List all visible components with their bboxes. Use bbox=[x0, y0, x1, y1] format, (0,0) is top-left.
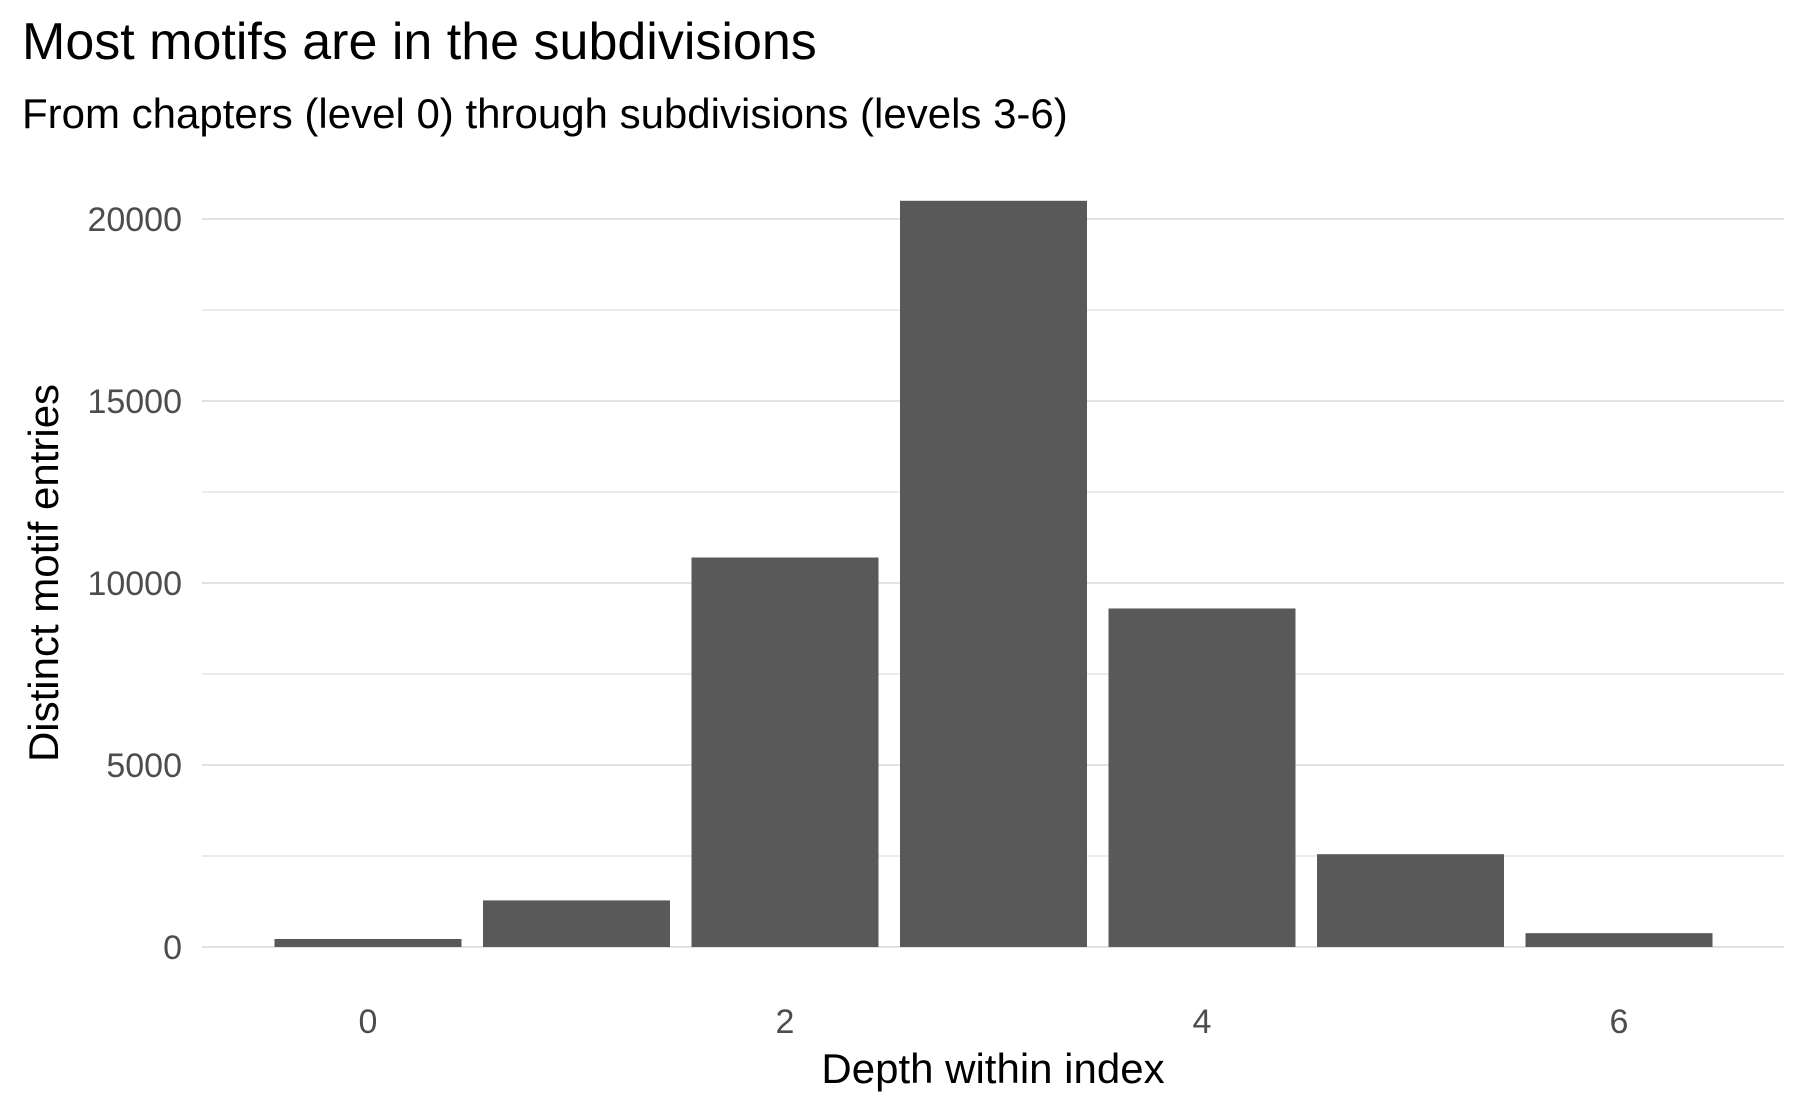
x-axis-label: Depth within index bbox=[821, 1045, 1164, 1092]
x-tick-label: 0 bbox=[359, 1003, 378, 1041]
bar-depth-2 bbox=[691, 557, 879, 947]
y-axis-ticks: 0 5000 10000 15000 20000 bbox=[87, 201, 182, 967]
y-axis-label: Distinct motif entries bbox=[20, 384, 67, 762]
chart-title: Most motifs are in the subdivisions bbox=[22, 13, 817, 71]
y-tick-label: 5000 bbox=[106, 747, 182, 785]
chart-subtitle: From chapters (level 0) through subdivis… bbox=[22, 90, 1068, 137]
bars bbox=[274, 200, 1713, 948]
bar-depth-5 bbox=[1317, 854, 1504, 947]
y-tick-label: 10000 bbox=[87, 565, 182, 603]
y-tick-label: 20000 bbox=[87, 201, 182, 239]
y-tick-label: 15000 bbox=[87, 383, 182, 421]
bar-depth-6 bbox=[1525, 933, 1713, 947]
y-tick-label: 0 bbox=[163, 929, 182, 967]
x-axis-ticks: 0 2 4 6 bbox=[359, 1003, 1629, 1041]
bar-depth-3 bbox=[900, 200, 1087, 948]
bar-depth-1 bbox=[483, 900, 670, 947]
bar-depth-4 bbox=[1108, 608, 1296, 947]
x-tick-label: 2 bbox=[776, 1003, 795, 1041]
bar-depth-0 bbox=[274, 938, 462, 947]
x-tick-label: 4 bbox=[1193, 1003, 1212, 1041]
x-tick-label: 6 bbox=[1610, 1003, 1629, 1041]
